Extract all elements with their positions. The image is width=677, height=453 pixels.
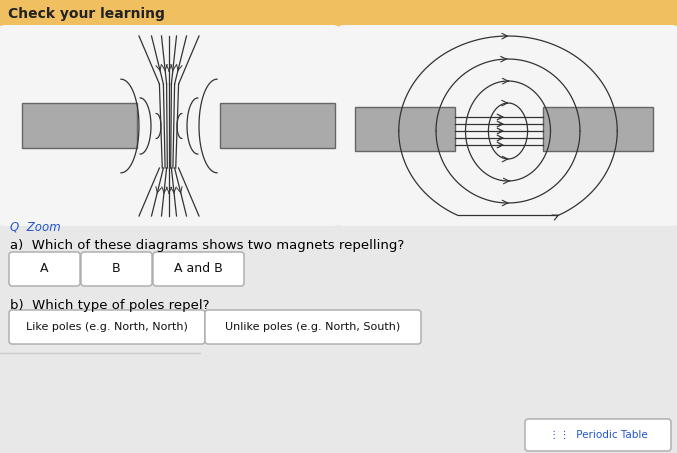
FancyBboxPatch shape: [0, 0, 677, 28]
Text: b)  Which type of poles repel?: b) Which type of poles repel?: [10, 299, 209, 312]
Text: Unlike poles (e.g. North, South): Unlike poles (e.g. North, South): [225, 322, 401, 332]
FancyBboxPatch shape: [153, 252, 244, 286]
FancyBboxPatch shape: [0, 25, 341, 226]
FancyBboxPatch shape: [9, 310, 205, 344]
FancyBboxPatch shape: [9, 252, 80, 286]
Text: A and B: A and B: [174, 262, 223, 275]
Text: ⋮⋮  Periodic Table: ⋮⋮ Periodic Table: [548, 430, 647, 440]
Text: B: B: [112, 262, 121, 275]
Text: Check your learning: Check your learning: [8, 7, 165, 21]
Text: a)  Which of these diagrams shows two magnets repelling?: a) Which of these diagrams shows two mag…: [10, 238, 404, 251]
FancyBboxPatch shape: [81, 252, 152, 286]
FancyBboxPatch shape: [355, 107, 455, 151]
FancyBboxPatch shape: [336, 25, 677, 226]
FancyBboxPatch shape: [543, 107, 653, 151]
Text: Q  Zoom: Q Zoom: [10, 221, 61, 233]
FancyBboxPatch shape: [220, 103, 335, 148]
FancyBboxPatch shape: [525, 419, 671, 451]
FancyBboxPatch shape: [205, 310, 421, 344]
FancyBboxPatch shape: [22, 103, 137, 148]
Text: A: A: [40, 262, 49, 275]
Text: Like poles (e.g. North, North): Like poles (e.g. North, North): [26, 322, 188, 332]
